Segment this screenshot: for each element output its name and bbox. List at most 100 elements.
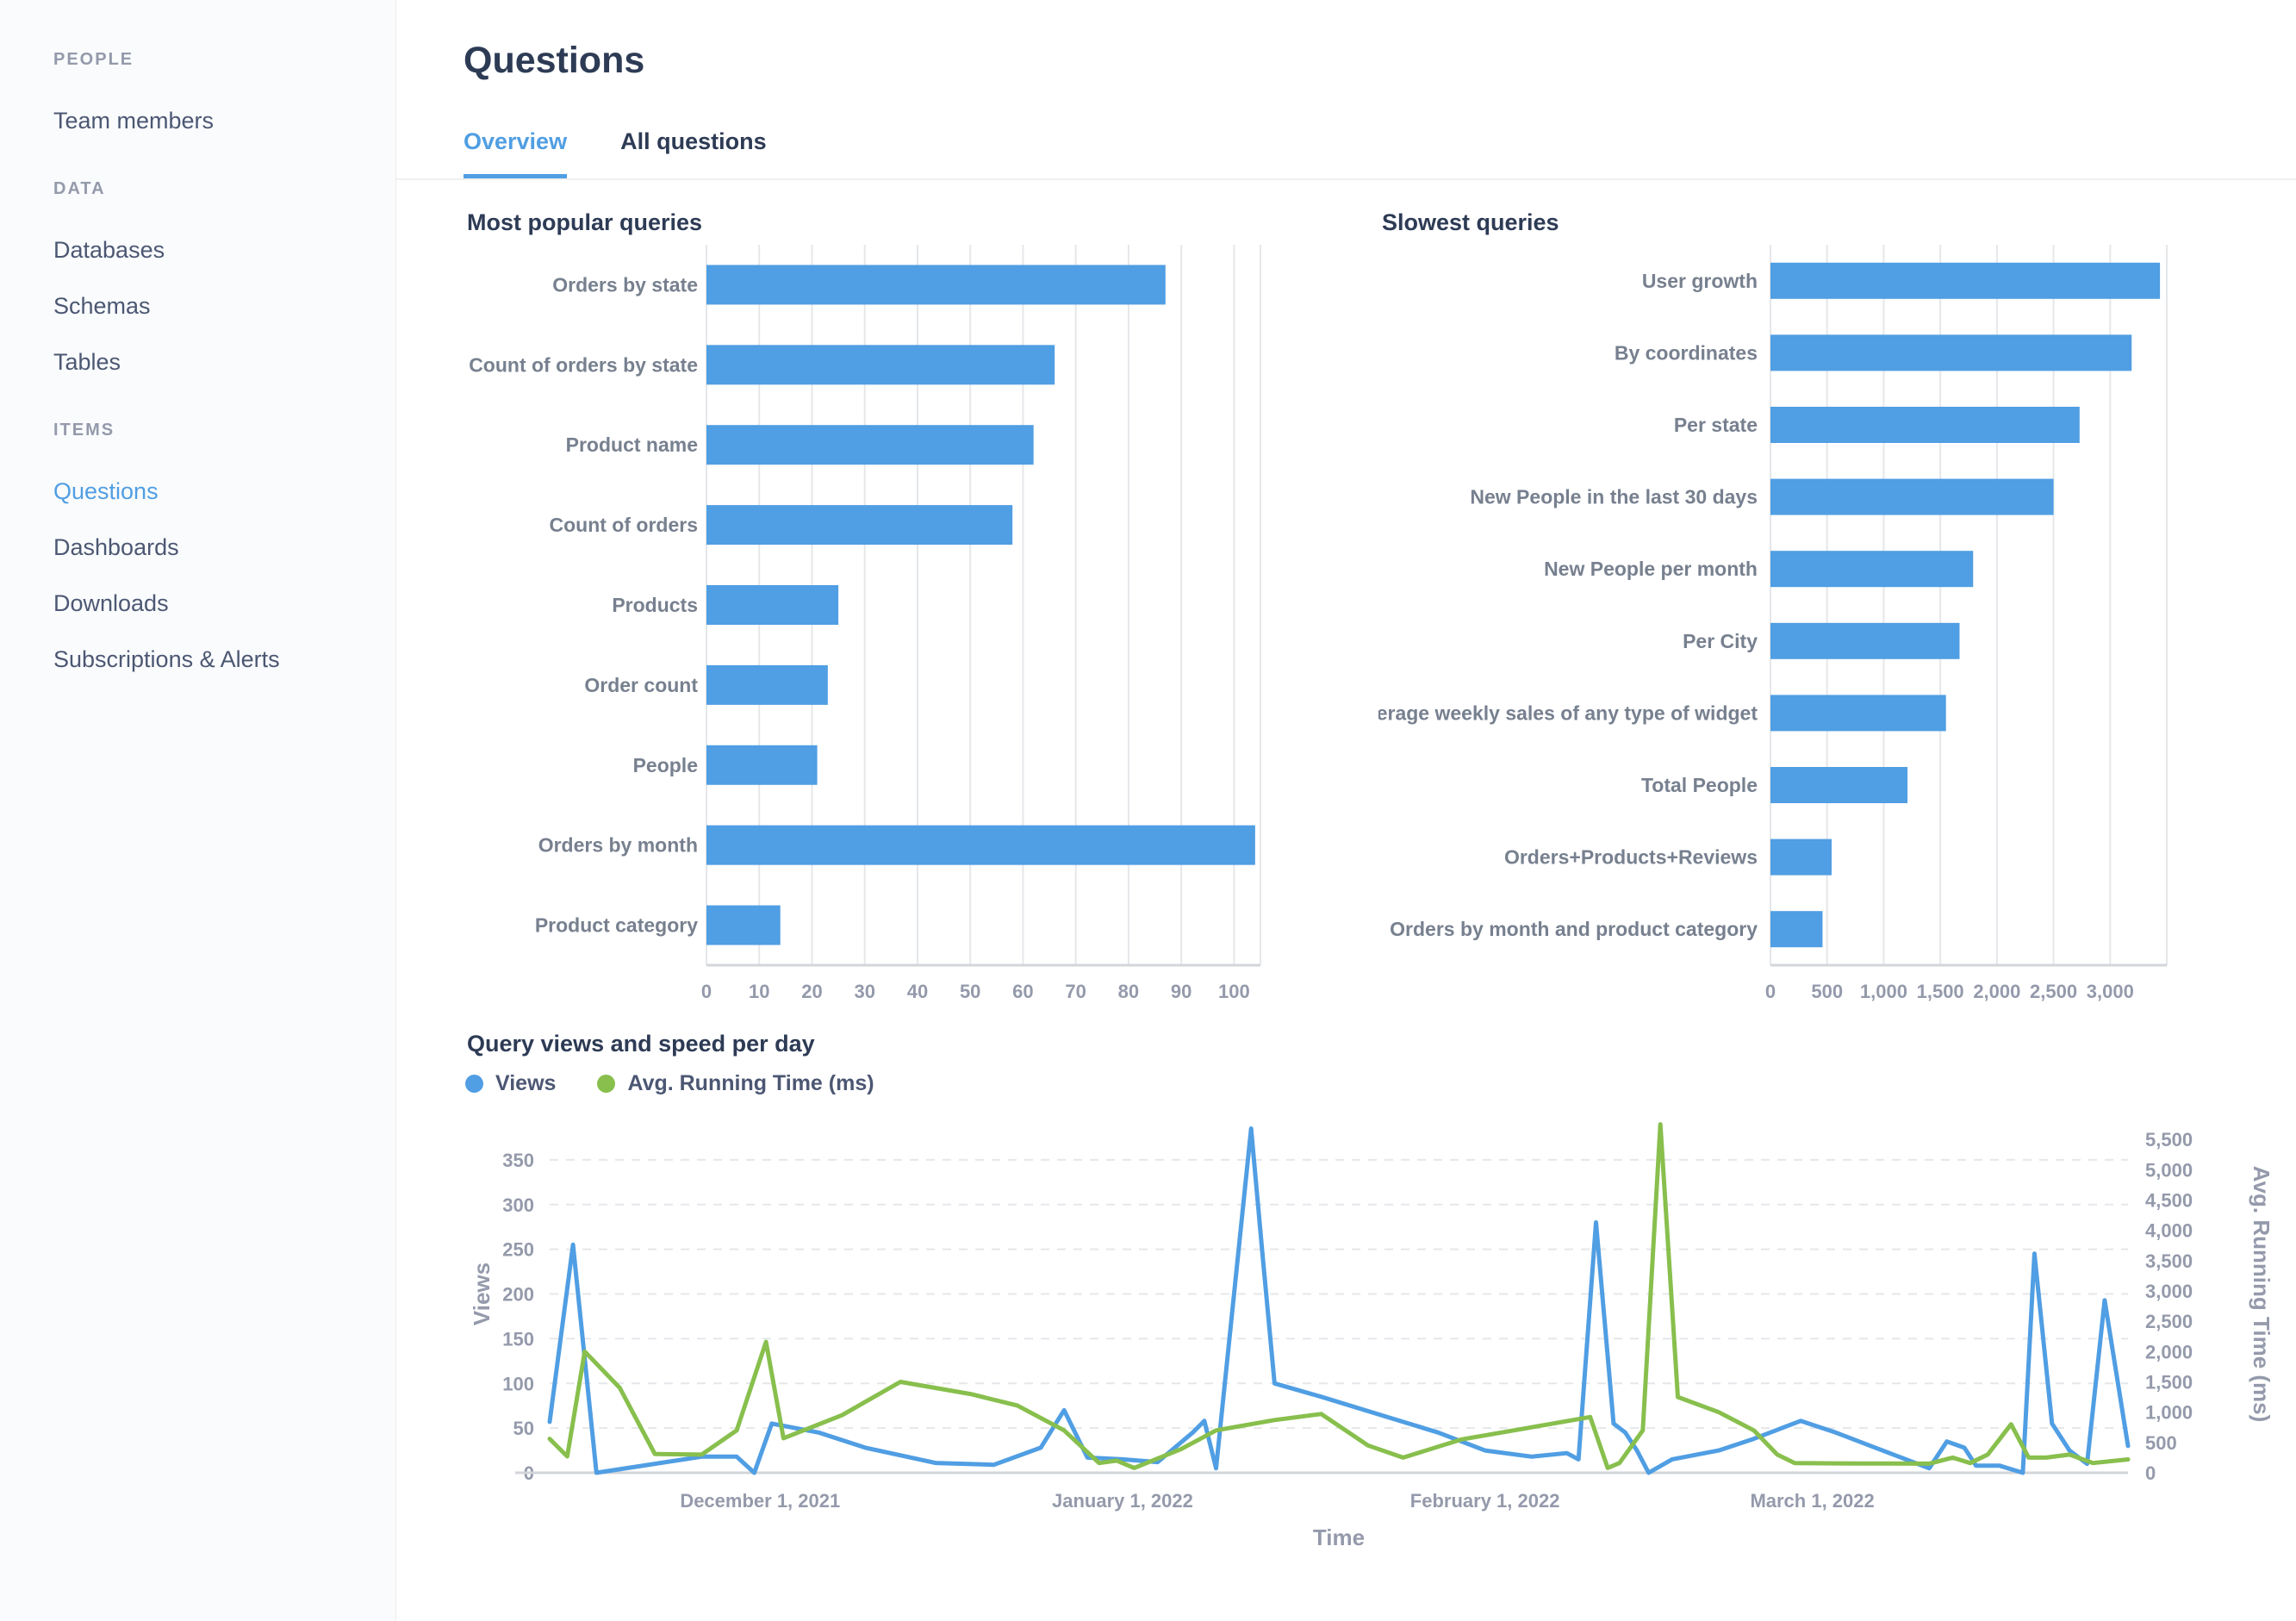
- bar-label-people: People: [633, 754, 698, 776]
- sidebar-item-team-members[interactable]: Team members: [53, 108, 215, 134]
- bar-charts-row: Most popular queries Orders by state Coun…: [464, 209, 2296, 1026]
- bar-orders-by-month[interactable]: [706, 825, 1255, 865]
- bar-product-category[interactable]: [706, 905, 781, 945]
- sidebar-section-header: ITEMS: [53, 421, 115, 440]
- right-axis-tick: 5,000: [2145, 1159, 2193, 1181]
- right-axis-tick: 3,000: [2145, 1281, 2193, 1302]
- legend-item-views[interactable]: Views: [465, 1071, 556, 1096]
- bar-label-orders-products-reviews: Orders+Products+Reviews: [1504, 846, 1758, 869]
- bar-order-count[interactable]: [706, 664, 828, 705]
- sidebar-item-subscriptions-alerts[interactable]: Subscriptions & Alerts: [53, 646, 280, 672]
- x-axis-title: Time: [1313, 1524, 1365, 1550]
- bar-total-people[interactable]: [1770, 767, 1908, 803]
- x-tick-label: 0: [1765, 981, 1776, 1002]
- line-chart-legend: Views Avg. Running Time (ms): [465, 1071, 2296, 1096]
- x-tick-label: 500: [1811, 981, 1843, 1002]
- bar-label-new-people-per-month: New People per month: [1544, 558, 1758, 580]
- chart-title-line: Query views and speed per day: [467, 1031, 815, 1057]
- bar-orders-products-reviews[interactable]: [1770, 839, 1832, 876]
- bar-orders-by-state[interactable]: [706, 265, 1166, 305]
- left-axis-title: Views: [469, 1263, 495, 1325]
- bar-count-of-orders[interactable]: [706, 505, 1013, 546]
- x-tick-label: 100: [1218, 981, 1250, 1002]
- bar-label-count-of-orders: Count of orders: [550, 514, 699, 536]
- bar-new-people-in-the-last-30-days[interactable]: [1770, 478, 2054, 515]
- right-axis-tick: 2,500: [2145, 1311, 2193, 1332]
- x-tick-label: 40: [907, 981, 928, 1002]
- sidebar-item-schemas[interactable]: Schemas: [53, 293, 151, 319]
- right-axis-tick: 5,500: [2145, 1129, 2193, 1150]
- sidebar-section-people: PEOPLE Team members: [53, 50, 395, 134]
- x-tick-label: 10: [749, 981, 769, 1002]
- sidebar-section-header: DATA: [53, 179, 106, 198]
- bar-by-coordinates[interactable]: [1770, 334, 2132, 371]
- bar-label-product-name: Product name: [566, 433, 698, 456]
- page-title: Questions: [464, 40, 645, 81]
- right-axis-tick: 1,000: [2145, 1402, 2193, 1424]
- left-axis-tick: 100: [502, 1373, 534, 1394]
- bar-people[interactable]: [706, 745, 818, 785]
- sidebar-item-questions[interactable]: Questions: [53, 478, 159, 504]
- left-axis-tick: 200: [502, 1284, 534, 1306]
- x-tick-label: 1,500: [1917, 981, 1964, 1002]
- legend-dot-icon: [597, 1075, 616, 1093]
- x-tick-label: 0: [701, 981, 712, 1002]
- line-series-avg-running-time-ms[interactable]: [547, 1122, 2131, 1470]
- bar-label-order-count: Order count: [584, 674, 698, 696]
- bar-per-city[interactable]: [1770, 622, 1960, 659]
- chart-title-slowest: Slowest queries: [1382, 209, 1559, 235]
- bar-label-products: Products: [612, 594, 698, 616]
- bar-label-product-category: Product category: [535, 914, 698, 937]
- bar-label-per-state: Per state: [1674, 414, 1758, 436]
- main-content: Questions Overview All questions Most pop…: [396, 0, 2296, 1621]
- legend-label: Views: [495, 1071, 557, 1095]
- bar-label-by-coordinates: By coordinates: [1615, 341, 1758, 364]
- chart-most-popular-queries: Most popular queries Orders by state Coun…: [464, 209, 1378, 1026]
- bar-average-weekly-sales-of-any-type-of-widget[interactable]: [1770, 695, 1946, 732]
- most-popular-queries-bar-chart: Orders by state Count of orders by state P…: [469, 245, 1261, 1002]
- x-tick-label: 2,500: [2030, 981, 2077, 1002]
- left-axis-tick: 250: [502, 1239, 534, 1261]
- bar-count-of-orders-by-state[interactable]: [706, 345, 1055, 385]
- views-speed-line-chart: 05010015020025030035005001,0001,5002,000…: [469, 1122, 2274, 1550]
- legend-label: Avg. Running Time (ms): [627, 1071, 874, 1095]
- right-axis-tick: 1,500: [2145, 1371, 2193, 1393]
- sidebar-item-dashboards[interactable]: Dashboards: [53, 534, 179, 560]
- bar-product-name[interactable]: [706, 425, 1034, 465]
- sidebar: PEOPLE Team members DATA Databases Schemas Ta…: [0, 0, 396, 1621]
- x-tick-january-1-2022: January 1, 2022: [1052, 1490, 1193, 1512]
- left-axis-tick: 300: [502, 1194, 534, 1216]
- bar-label-average-weekly-sales-of-any-type-of-widget: Average weekly sales of any type of widg…: [1378, 701, 1758, 724]
- x-tick-label: 90: [1171, 981, 1192, 1002]
- bar-user-growth[interactable]: [1770, 262, 2161, 299]
- bar-label-user-growth: User growth: [1642, 270, 1758, 292]
- bar-label-count-of-orders-by-state: Count of orders by state: [469, 353, 698, 376]
- line-series-views[interactable]: [547, 1126, 2131, 1475]
- right-axis-tick: 2,000: [2145, 1341, 2193, 1362]
- x-tick-label: 20: [801, 981, 822, 1002]
- bar-label-per-city: Per City: [1683, 630, 1758, 652]
- slowest-queries-bar-chart: User growth By coordinates Per state New Pe…: [1352, 245, 2168, 1002]
- sidebar-section-data: DATA Databases Schemas Tables: [53, 179, 395, 376]
- bar-label-orders-by-month-and-product-category: Orders by month and product category: [1390, 918, 1758, 940]
- tab-bar: Overview All questions: [396, 128, 2296, 180]
- sidebar-item-databases[interactable]: Databases: [53, 237, 165, 263]
- sidebar-item-tables[interactable]: Tables: [53, 349, 121, 375]
- legend-item-avg-running-time-ms[interactable]: Avg. Running Time (ms): [597, 1071, 874, 1096]
- sidebar-section-header: PEOPLE: [53, 50, 134, 69]
- tab-all-questions[interactable]: All questions: [620, 128, 767, 154]
- chart-title-most-popular: Most popular queries: [467, 209, 703, 235]
- bar-products[interactable]: [706, 585, 839, 625]
- tab-overview[interactable]: Overview: [464, 128, 568, 178]
- bar-label-new-people-in-the-last-30-days: New People in the last 30 days: [1470, 486, 1758, 508]
- bar-orders-by-month-and-product-category[interactable]: [1770, 911, 1823, 948]
- x-tick-label: 50: [960, 981, 980, 1002]
- left-axis-tick: 150: [502, 1328, 534, 1350]
- sidebar-item-downloads[interactable]: Downloads: [53, 590, 169, 616]
- x-tick-label: 70: [1065, 981, 1086, 1002]
- bar-new-people-per-month[interactable]: [1770, 551, 1974, 588]
- x-tick-label: 2,000: [1973, 981, 2020, 1002]
- bar-per-state[interactable]: [1770, 407, 2080, 443]
- bar-label-orders-by-state: Orders by state: [552, 273, 698, 296]
- chart-query-views-speed: Query views and speed per day Views Avg. …: [464, 1031, 2296, 1570]
